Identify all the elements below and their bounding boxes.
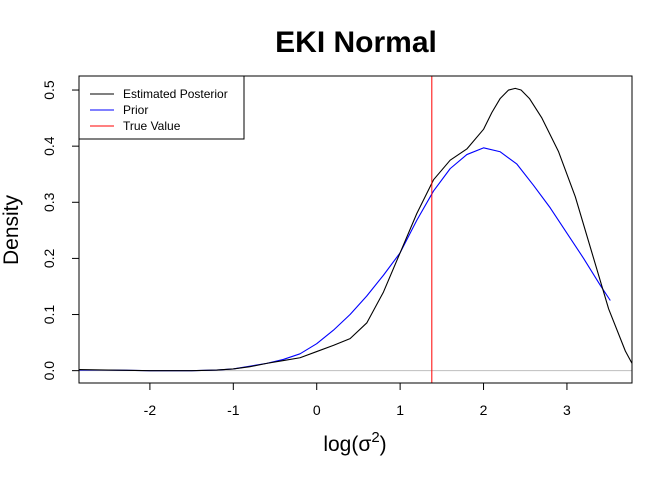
x-tick-label: 2 <box>480 402 488 418</box>
y-tick-label: 0.3 <box>41 192 57 212</box>
legend-label: Estimated Posterior <box>123 87 228 101</box>
y-tick-label: 0.2 <box>41 248 57 268</box>
x-tick-label: -2 <box>144 402 157 418</box>
legend-box <box>78 75 245 140</box>
y-tick-label: 0.5 <box>41 80 57 100</box>
legend-label: True Value <box>123 119 181 133</box>
x-axis-label-close: ) <box>380 433 387 456</box>
x-tick-label: 3 <box>563 402 571 418</box>
y-tick-label: 0.1 <box>41 305 57 325</box>
estimated-posterior-line <box>78 87 633 372</box>
y-axis: 0.0 0.1 0.2 0.3 0.4 0.5 <box>41 80 79 380</box>
y-axis-label: Density <box>0 194 23 265</box>
x-axis-label-superscript: 2 <box>371 429 379 446</box>
x-axis-label: log(σ2) <box>323 429 386 456</box>
x-axis-label-main: log(σ <box>323 433 371 456</box>
x-axis: -2 -1 0 1 2 3 <box>144 383 571 418</box>
x-tick-label: -1 <box>227 402 240 418</box>
x-tick-label: 0 <box>313 402 321 418</box>
x-tick-label: 1 <box>396 402 404 418</box>
legend-label: Prior <box>123 103 148 117</box>
y-tick-label: 0.0 <box>41 361 57 381</box>
legend: Estimated Posterior Prior True Value <box>78 75 245 140</box>
chart-title: EKI Normal <box>275 26 437 59</box>
plot-frame <box>78 75 633 384</box>
plot-area <box>78 76 633 383</box>
y-tick-label: 0.4 <box>41 136 57 156</box>
